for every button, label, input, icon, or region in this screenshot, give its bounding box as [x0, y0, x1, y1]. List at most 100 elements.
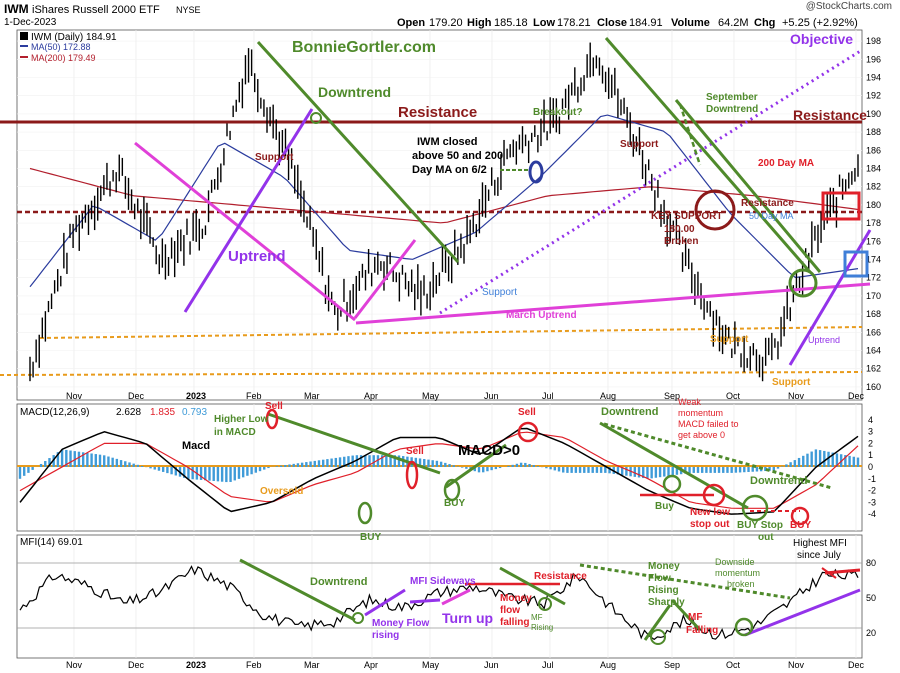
macd-histogram-bar	[536, 466, 540, 467]
macd-histogram-bar	[300, 462, 304, 467]
sep-downtrend-line	[674, 99, 822, 273]
macd-histogram	[18, 449, 860, 483]
macd-histogram-bar	[321, 459, 325, 467]
macd-downtrend-label: Downtrend	[601, 406, 658, 418]
uptrend-purple-line	[183, 108, 314, 313]
macd-histogram-bar	[119, 460, 123, 467]
macd-histogram-bar	[292, 463, 295, 467]
macd-histogram-bar	[431, 460, 434, 467]
macd-histogram-bar	[444, 462, 447, 467]
macd-histogram-bar	[380, 455, 384, 467]
buy3-marker	[662, 474, 682, 494]
turn-up-label: Turn up	[442, 610, 493, 626]
mf-falling-line3: falling	[500, 617, 529, 628]
ticker: IWM	[4, 2, 29, 16]
brand-label: BonnieGortler.com	[292, 39, 436, 56]
macd-histogram-bar	[423, 459, 426, 467]
macd-histogram-bar	[246, 467, 249, 476]
downside-line2: momentum	[715, 568, 760, 578]
weak-line1: Weak	[678, 397, 701, 407]
macd-histogram-bar	[220, 467, 224, 482]
macd-above-zero-label: MACD>0	[458, 442, 520, 459]
macd-histogram-bar	[700, 467, 704, 473]
macd-histogram-bar	[124, 461, 127, 467]
legend-ma200: MA(200) 179.49	[31, 53, 96, 63]
sell2-marker	[405, 460, 419, 490]
mfi-falling-line	[499, 566, 566, 606]
ma200-label: 200 Day MA	[758, 158, 814, 169]
resistance-left-label: Resistance	[398, 104, 477, 121]
macd-histogram-bar	[275, 466, 279, 467]
mfi-y-tick: 20	[866, 628, 876, 638]
price-y-tick: 178	[866, 218, 881, 228]
price-panel	[16, 29, 863, 401]
macd-histogram-bar	[31, 467, 34, 470]
x-tick-mfi: Dec	[128, 660, 145, 670]
mf-rising-line2: rising	[372, 630, 399, 641]
macd-histogram-bar	[359, 455, 363, 467]
chg-label: Chg	[754, 17, 775, 29]
macd-histogram-bar	[111, 457, 114, 467]
macd-histogram-bar	[823, 450, 826, 467]
price-y-tick: 164	[866, 346, 881, 356]
macd-histogram-bar	[730, 467, 733, 473]
macd-histogram-bar	[86, 452, 89, 467]
macd-markers	[265, 408, 810, 526]
support-jun-label: Support	[482, 287, 517, 298]
mf-rising-small-1: MF	[531, 613, 543, 622]
x-tick-mfi: Mar	[304, 660, 320, 670]
x-tick-mfi: 2023	[186, 660, 206, 670]
macd-histogram-bar	[578, 467, 582, 473]
macd-histogram-bar	[570, 467, 573, 473]
x-tick-mfi: Aug	[600, 660, 616, 670]
macd-histogram-bar	[317, 460, 321, 467]
macd-histogram-bar	[132, 463, 135, 467]
macd-histogram-bar	[364, 455, 367, 467]
mfi-highest-arrow	[824, 568, 861, 575]
mf-sharp-line1: Money	[648, 561, 680, 572]
low-value: 178.21	[557, 17, 591, 29]
price-y-tick: 186	[866, 145, 881, 155]
macd-histogram-bar	[595, 467, 599, 473]
sep-downtrend-dashed	[678, 103, 702, 166]
price-y-tick: 170	[866, 291, 881, 301]
macd-histogram-bar	[233, 467, 236, 481]
macd-histogram-bar	[296, 463, 300, 467]
macd-histogram-bar	[166, 467, 169, 474]
uptrend-nov-label: Uptrend	[808, 335, 840, 345]
high-label: High	[467, 17, 492, 29]
macd-histogram-bar	[814, 449, 818, 467]
macd-histogram-bar	[229, 467, 232, 482]
high-value: 185.18	[494, 17, 528, 29]
macd-histogram-bar	[414, 457, 418, 467]
macd-histogram-bar	[216, 467, 220, 482]
macd-histogram-bar	[705, 467, 708, 473]
key-support-circle	[694, 189, 736, 231]
macd-histogram-bar	[258, 467, 262, 472]
macd-histogram-bar	[39, 463, 43, 467]
chg-value: +5.25 (+2.92%)	[782, 17, 858, 29]
aug-downtrend-line	[604, 37, 812, 273]
macd-histogram-bar	[498, 467, 502, 469]
mfi-downside-dashed	[579, 563, 791, 600]
mfi-low-marker-2	[538, 597, 552, 611]
mfi-line	[19, 565, 859, 641]
macd-histogram-bar	[56, 452, 60, 467]
x-tick-mfi: Sep	[664, 660, 680, 670]
macd-histogram-bar	[831, 452, 834, 467]
price-y-tick: 160	[866, 382, 881, 392]
macd-y-tick: 2	[868, 438, 873, 448]
mfi-low-marker-3	[650, 629, 666, 645]
macd-histogram-bar	[191, 467, 194, 480]
mfi-y-tick: 50	[866, 593, 876, 603]
macd-histogram-bar	[608, 467, 611, 474]
mfi-panel	[16, 534, 863, 659]
macd-histogram-bar	[326, 459, 329, 467]
macd-histogram-bar	[389, 455, 392, 467]
legend-ma50: MA(50) 172.88	[31, 42, 91, 52]
macd-histogram-bar	[330, 458, 333, 467]
macd-histogram-bar	[562, 467, 565, 473]
x-tick-price: Aug	[600, 391, 616, 401]
y-axis-ticks: 1601621641661681701721741761781801821841…	[866, 36, 881, 638]
mf-falling-b-line1: MF	[688, 612, 702, 623]
